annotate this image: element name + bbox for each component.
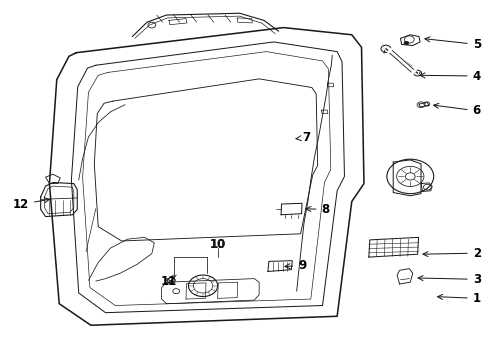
Text: 2: 2	[422, 247, 480, 260]
Text: 9: 9	[285, 259, 306, 272]
Circle shape	[403, 41, 408, 45]
Text: 7: 7	[295, 131, 309, 144]
Text: 12: 12	[13, 198, 49, 211]
Text: 6: 6	[433, 103, 480, 117]
Text: 10: 10	[209, 238, 225, 251]
Text: 3: 3	[417, 273, 480, 286]
Text: 10: 10	[209, 238, 225, 251]
Text: 4: 4	[419, 69, 480, 82]
Text: 5: 5	[424, 37, 480, 51]
Text: 1: 1	[437, 292, 480, 305]
Text: 11: 11	[160, 275, 177, 288]
Text: 8: 8	[305, 203, 329, 216]
